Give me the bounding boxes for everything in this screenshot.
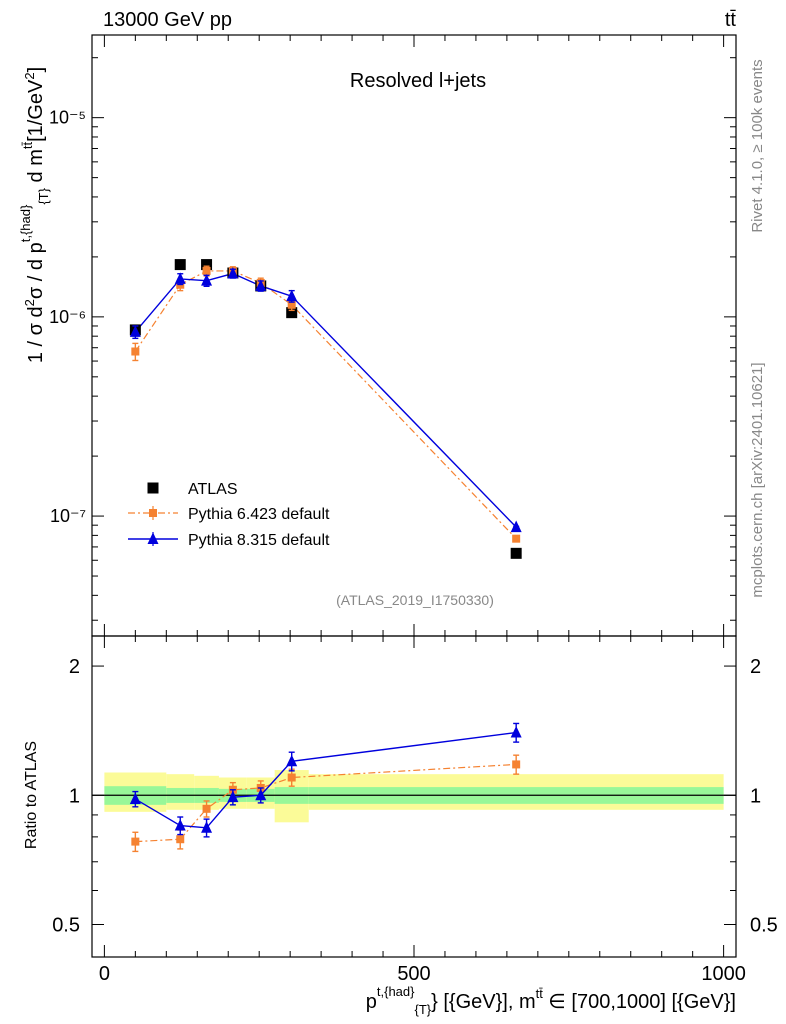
x-tick-label: 1000 (701, 963, 746, 985)
ratio-pythia6-point (176, 835, 185, 844)
main-y-axis-label: 1 / σ d2σ / d pt,{had}{T} d mtt̄[1/GeV2] (18, 67, 51, 363)
legend-label: ATLAS (188, 481, 238, 498)
ratio-pythia6-point (131, 837, 140, 846)
legend-label: Pythia 6.423 default (188, 506, 330, 523)
header-left: 13000 GeV pp (103, 9, 232, 31)
ratio-pythia6-point (287, 773, 296, 782)
ratio-y-axis-label: Ratio to ATLAS (23, 741, 40, 849)
ratio-pythia8-point (286, 754, 298, 767)
atlas-data-point (510, 547, 522, 559)
ratio-marks (129, 722, 522, 853)
ratio-y-tick-label: 0.5 (52, 914, 80, 936)
main-axes: 10⁻⁷ 10⁻⁶ 10⁻⁵ (49, 35, 736, 636)
pythia6-point (287, 300, 296, 309)
x-tick-label: 500 (397, 963, 430, 985)
main-marks (129, 259, 522, 559)
pythia8-point (201, 274, 213, 286)
ratio-pythia8-point (227, 790, 239, 803)
x-axis-label: pt,{had}{T}} [{GeV}], mtt̄ ∈ [700,1000] … (366, 984, 736, 1017)
y-tick-label: 10⁻⁷ (50, 506, 86, 526)
pythia8-point (510, 520, 522, 533)
ratio-y-tick-label-right: 1 (750, 785, 761, 807)
ratio-pythia8-point (510, 725, 522, 738)
pythia8-point (286, 289, 298, 302)
analysis-watermark: (ATLAS_2019_I1750330) (336, 592, 494, 608)
y-tick-label: 10⁻⁶ (49, 307, 86, 327)
series-line-pythia6 (134, 270, 517, 540)
atlas-data-point (286, 307, 298, 319)
ratio-pythia8-point (201, 821, 213, 833)
legend-label: Pythia 8.315 default (188, 532, 330, 549)
ratio-bands (92, 770, 736, 823)
y-tick-label: 10⁻⁵ (49, 108, 86, 128)
legend-atlas-marker (147, 482, 159, 494)
pythia8-point (227, 266, 239, 279)
atlas-data-point (174, 259, 186, 271)
ratio-pythia6-point (512, 760, 521, 769)
pythia8-point (255, 279, 267, 291)
pythia6-point (131, 347, 140, 356)
pythia8-point (129, 325, 141, 337)
ratio-y-tick-label-right: 2 (750, 656, 761, 678)
pythia6-point (202, 266, 211, 275)
ratio-pythia8-point (174, 818, 186, 831)
legend-pythia8-marker (147, 532, 159, 544)
plot-title: Resolved l+jets (350, 70, 486, 92)
ratio-y-tick-label-right: 0.5 (750, 914, 778, 936)
legend-pythia6-marker (149, 509, 157, 517)
ratio-y-tick-label: 1 (69, 785, 80, 807)
x-tick-label: 0 (99, 963, 110, 985)
pythia6-point (512, 534, 521, 543)
ratio-axes: 0.5 0.5 1 1 2 2 0 500 1000 (52, 636, 778, 985)
ratio-pythia8-point (255, 788, 267, 801)
legend: ATLAS Pythia 6.423 default Pythia 8.315 de… (128, 481, 330, 549)
header-right: tt̄ (725, 9, 737, 31)
rivet-version: Rivet 4.1.0, ≥ 100k events (749, 59, 766, 232)
ratio-pythia8-point (129, 792, 141, 804)
ratio-y-tick-label: 2 (69, 656, 80, 678)
atlas-data-point (201, 259, 213, 271)
ratio-pythia6-point (202, 804, 211, 813)
pythia8-point (174, 272, 186, 284)
mcplots-credit: mcplots.cern.ch [arXiv:2401.10621] (749, 362, 766, 597)
